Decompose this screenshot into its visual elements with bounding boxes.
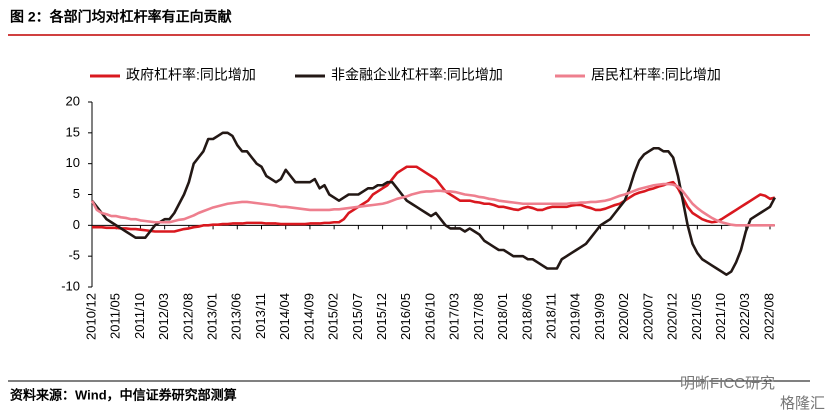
x-tick-label: 2013/06	[229, 293, 244, 340]
watermark: 格隆汇	[780, 395, 825, 412]
x-tick-label: 2021/05	[689, 293, 704, 340]
x-tick-label: 2017/08	[471, 293, 486, 340]
x-tick-label: 2020/12	[665, 293, 680, 340]
x-tick-label: 2015/02	[326, 293, 341, 340]
x-tick-label: 2022/08	[761, 293, 776, 340]
y-tick-label: 0	[73, 217, 80, 232]
x-tick-label: 2015/12	[374, 293, 389, 340]
x-tick-label: 2014/09	[301, 293, 316, 340]
y-tick-label: 10	[66, 155, 80, 170]
legend-label: 居民杠杆率:同比增加	[591, 67, 721, 83]
x-tick-label: 2020/02	[616, 293, 631, 340]
x-tick-label: 2018/11	[544, 293, 559, 339]
x-tick-label: 2014/04	[277, 293, 292, 340]
x-tick-label: 2011/10	[132, 293, 147, 339]
x-tick-label: 2019/09	[592, 293, 607, 340]
series-line	[92, 165, 776, 233]
x-tick-label: 2015/07	[350, 293, 365, 340]
y-tick-label: -10	[61, 278, 80, 293]
series-line	[90, 182, 775, 227]
y-tick-label: 5	[73, 186, 80, 201]
watermark: 明晰FICC研究	[680, 375, 775, 392]
x-tick-label: 2017/03	[447, 293, 462, 340]
x-tick-label: 2013/11	[253, 293, 268, 339]
x-tick-label: 2020/07	[640, 293, 655, 340]
legend-label: 非金融企业杠杆率:同比增加	[331, 67, 503, 83]
x-tick-label: 2011/05	[108, 293, 123, 339]
x-tick-label: 2018/01	[495, 293, 510, 340]
x-tick-label: 2016/05	[398, 293, 413, 340]
x-tick-label: 2012/08	[180, 293, 195, 340]
legend-label: 政府杠杆率:同比增加	[126, 67, 256, 83]
y-tick-label: 20	[66, 93, 80, 108]
x-tick-label: 2018/06	[519, 293, 534, 340]
y-tick-label: -5	[68, 248, 80, 263]
x-tick-label: 2019/04	[568, 293, 583, 340]
x-tick-label: 2012/03	[156, 293, 171, 340]
y-tick-label: 15	[66, 124, 80, 139]
x-tick-label: 2021/10	[713, 293, 728, 340]
x-tick-label: 2013/01	[205, 293, 220, 340]
chart-title: 图 2：各部门均对杠杆率有正向贡献	[10, 9, 232, 25]
x-tick-label: 2016/10	[422, 293, 437, 340]
series-line	[90, 131, 776, 276]
x-tick-label: 2022/03	[737, 293, 752, 340]
source-note: 资料来源：Wind，中信证券研究部测算	[10, 387, 237, 402]
x-tick-label: 2010/12	[83, 293, 98, 340]
